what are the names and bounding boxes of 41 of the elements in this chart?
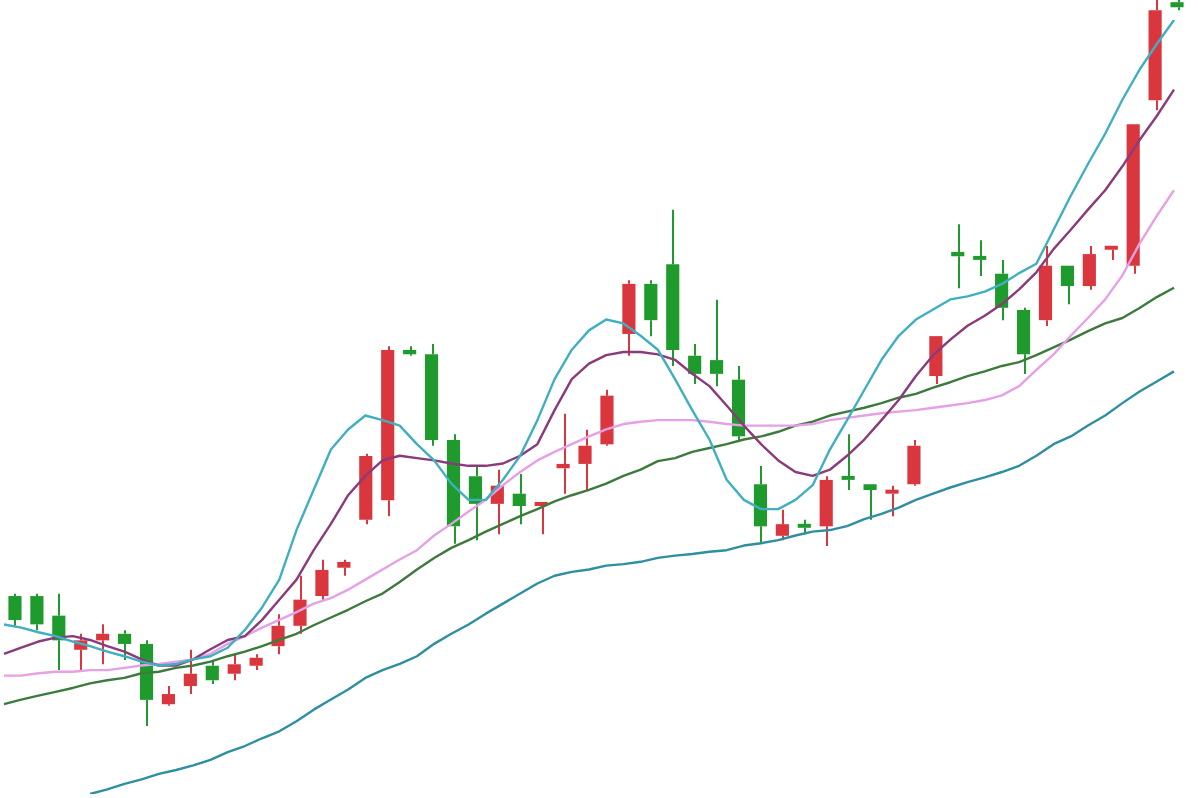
candlestick [118, 629, 132, 661]
candlestick [183, 648, 197, 696]
candlestick [819, 475, 833, 547]
candlestick [1126, 124, 1140, 275]
candlestick [753, 465, 768, 545]
candlestick [600, 388, 614, 445]
candlestick [249, 653, 263, 672]
candlestick [468, 465, 482, 542]
candlestick [841, 433, 855, 492]
candlestick [666, 208, 680, 367]
candlestick [622, 279, 636, 357]
candlestick [578, 428, 592, 492]
candlestick [1038, 245, 1053, 327]
candlestick [775, 508, 789, 542]
candlestick [1170, 0, 1184, 12]
candlestick [161, 685, 176, 705]
candlestick [359, 452, 373, 526]
candlestick [973, 239, 987, 277]
candlestick [403, 345, 417, 355]
candlestick [1016, 306, 1031, 375]
candlestick [424, 343, 439, 447]
candlestick [1104, 245, 1118, 261]
candlestick [951, 223, 965, 290]
candlestick [30, 592, 44, 632]
candlestick [271, 613, 285, 656]
candlestick [315, 558, 329, 601]
candlestick [688, 343, 702, 386]
candlestick [381, 345, 395, 518]
candlestick [293, 574, 307, 635]
candlestick [96, 623, 110, 666]
candlestick [1082, 245, 1096, 291]
candlestick [644, 279, 658, 338]
candlestick [710, 298, 724, 388]
candlestick [885, 484, 899, 518]
candlestick [863, 484, 877, 521]
candlestick [512, 473, 526, 526]
candlestick [556, 412, 570, 495]
candlestick [1148, 0, 1162, 112]
candlestick [929, 336, 943, 386]
candlestick [907, 438, 921, 485]
candlestick [337, 558, 351, 577]
